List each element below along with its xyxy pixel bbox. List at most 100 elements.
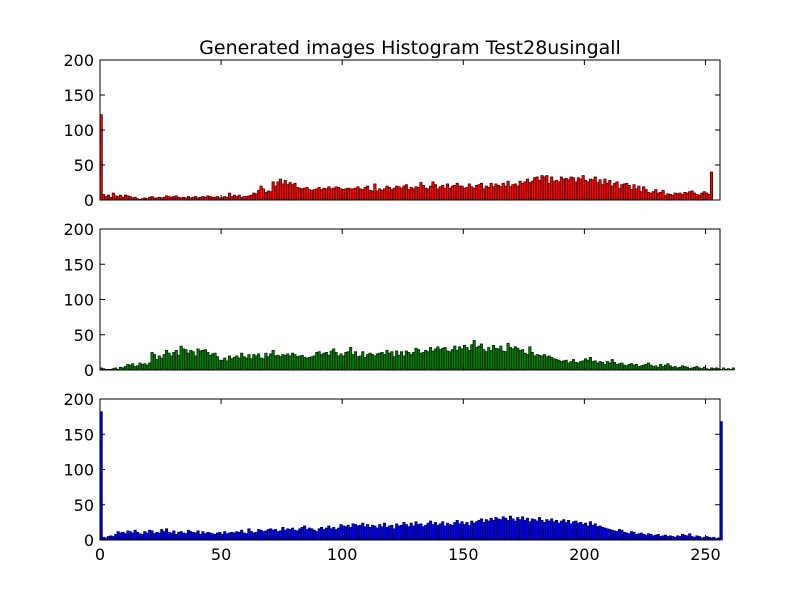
histogram-bar [632,531,636,541]
histogram-bar [232,194,236,201]
histogram-bar [412,352,416,371]
histogram-bar [283,354,287,371]
histogram-bar [685,192,689,201]
histogram-bar [370,354,374,371]
histogram-bar [443,347,447,371]
histogram-bar [659,192,663,201]
histogram-bar [557,522,561,541]
histogram-bar [232,532,236,541]
histogram-bar [114,195,118,201]
histogram-bar [126,364,130,371]
histogram-bar [513,346,517,371]
histogram-bar [489,182,493,201]
histogram-bar [320,354,324,371]
y-tick-label: 0 [84,361,94,380]
plot-frame [99,59,721,201]
histogram-bar [697,194,701,201]
histogram-bar [642,364,646,371]
histogram-bar [174,349,178,371]
histogram-bar [390,524,394,541]
histogram-bar [353,187,358,201]
histogram-bar [329,350,333,371]
histogram-bar [400,351,404,371]
histogram-bar [545,175,549,201]
histogram-bar [426,351,430,371]
histogram-bar [206,352,210,371]
histogram-bar [436,346,440,371]
histogram-bar [247,195,251,201]
histogram-bar [688,191,692,201]
histogram-bar [317,187,321,201]
histogram-bar [414,347,418,371]
histogram-bar [555,519,559,541]
histogram-bar [225,533,229,541]
histogram-bar [223,357,227,371]
histogram-bar [249,194,253,201]
histogram-bar [455,182,459,201]
histogram-bar [140,534,144,541]
histogram-bar [334,186,338,201]
histogram-bar [206,195,210,201]
histogram-bar [361,189,365,201]
histogram-bar [496,185,500,201]
histogram-bar [542,176,546,201]
histogram-bar [383,522,387,541]
histogram-bar [707,194,711,201]
histogram-bar [259,357,263,371]
histogram-bar [307,357,311,371]
histogram-bar [666,193,670,201]
chart-title: Generated images Histogram Test28usingal… [199,37,621,59]
histogram-bar [523,181,527,201]
histogram-bar [550,357,554,371]
histogram-bar [661,366,665,371]
histogram-bar [634,364,638,371]
histogram-bar [569,176,573,201]
x-tick-label: 150 [448,545,479,564]
histogram-bar [613,530,617,541]
histogram-bar [232,357,236,371]
histogram-bar [489,349,493,371]
histogram-bar [385,185,389,201]
histogram-bar [484,519,488,541]
histogram-bar [254,193,258,201]
histogram-bar [264,530,268,541]
histogram-bar [564,178,568,201]
histogram-bar [726,368,730,371]
histogram-bar [426,522,430,541]
histogram-bar [349,347,353,371]
histogram-bar [380,526,384,541]
y-tick-label: 150 [63,425,94,444]
histogram-bar [259,185,263,201]
histogram-bar [235,531,239,541]
histogram-bar [620,184,624,201]
histogram-bar [605,361,609,371]
histogram-bar [668,535,672,541]
histogram-bar [203,349,207,371]
histogram-bar [276,181,280,201]
histogram-bar [397,354,401,371]
histogram-bar [269,528,273,541]
histogram-bar [492,345,496,371]
histogram-bar [300,188,304,201]
histogram-bar [155,359,159,371]
histogram-bar [586,359,590,371]
histogram-bar [533,519,537,541]
y-tick-label: 150 [63,255,94,274]
histogram-bar [351,523,355,541]
histogram-bar [266,529,270,541]
histogram-bar [136,531,140,541]
histogram-bar [329,528,333,541]
histogram-bar [482,522,486,541]
histogram-bar [370,524,374,541]
histogram-bar [215,196,219,201]
histogram-bar [501,182,505,201]
histogram-bar [387,525,391,541]
histogram-bar [661,189,665,201]
histogram-bar [542,522,546,541]
histogram-bar [470,520,474,541]
histogram-bar [245,357,249,371]
histogram-bar [513,520,517,541]
histogram-bar [133,366,137,371]
histogram-bar [615,181,619,201]
histogram-bar [194,196,198,201]
